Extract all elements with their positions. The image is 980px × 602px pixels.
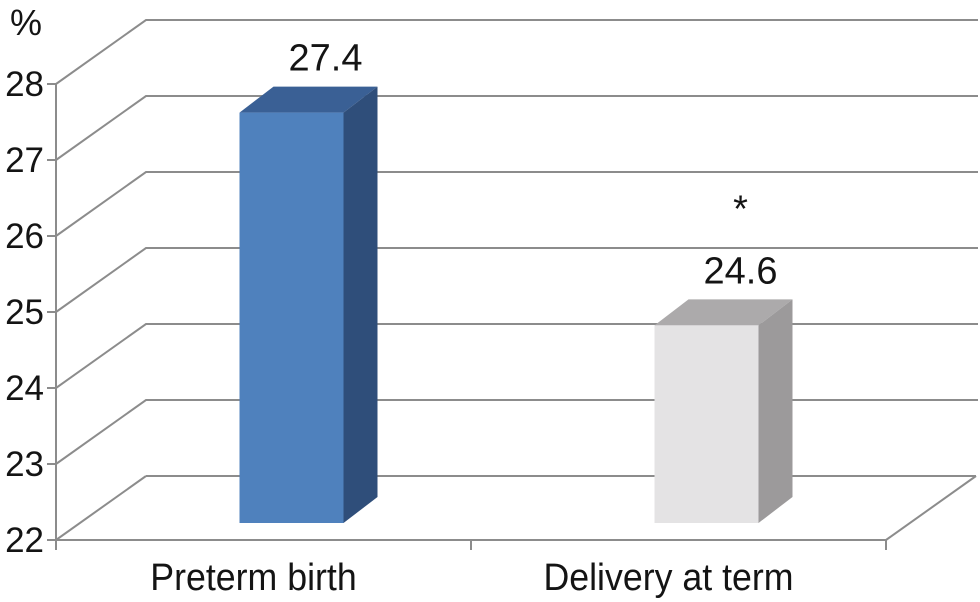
- category-label-preterm-birth: Preterm birth: [150, 557, 356, 599]
- bar-delivery-at-term-front-face: [654, 325, 759, 523]
- bar-delivery-at-term-top-face: [654, 299, 793, 326]
- y-axis-unit-label: %: [10, 2, 42, 43]
- y-tick-label-27: 27: [5, 141, 44, 180]
- data-label-preterm-birth: 27.4: [289, 38, 363, 80]
- data-label-delivery-at-term: 24.6: [704, 250, 778, 292]
- bar-preterm-birth-top-face: [239, 86, 378, 113]
- gridline-24: [55, 323, 978, 389]
- y-tick-label-28: 28: [5, 65, 44, 104]
- gridline-27: [55, 95, 978, 161]
- y-tick-label-24: 24: [5, 369, 44, 408]
- bar-preterm-birth-side-face: [343, 86, 378, 523]
- floor-right-edge: [885, 475, 977, 541]
- gridline-23: [55, 399, 978, 465]
- bar-preterm-birth-front-face: [239, 112, 344, 523]
- gridline-28: [55, 19, 978, 85]
- y-tick-label-25: 25: [5, 293, 44, 332]
- y-tick-label-22: 22: [5, 521, 44, 560]
- gridline-26: [55, 171, 978, 237]
- annotation-delivery-at-term: *: [733, 188, 748, 230]
- gridline-25: [55, 247, 978, 313]
- category-label-delivery-at-term: Delivery at term: [543, 557, 793, 599]
- y-tick-label-23: 23: [5, 445, 44, 484]
- floor-left-edge: [55, 475, 147, 541]
- bar-delivery-at-term-side-face: [758, 299, 793, 523]
- y-tick-label-26: 26: [5, 217, 44, 256]
